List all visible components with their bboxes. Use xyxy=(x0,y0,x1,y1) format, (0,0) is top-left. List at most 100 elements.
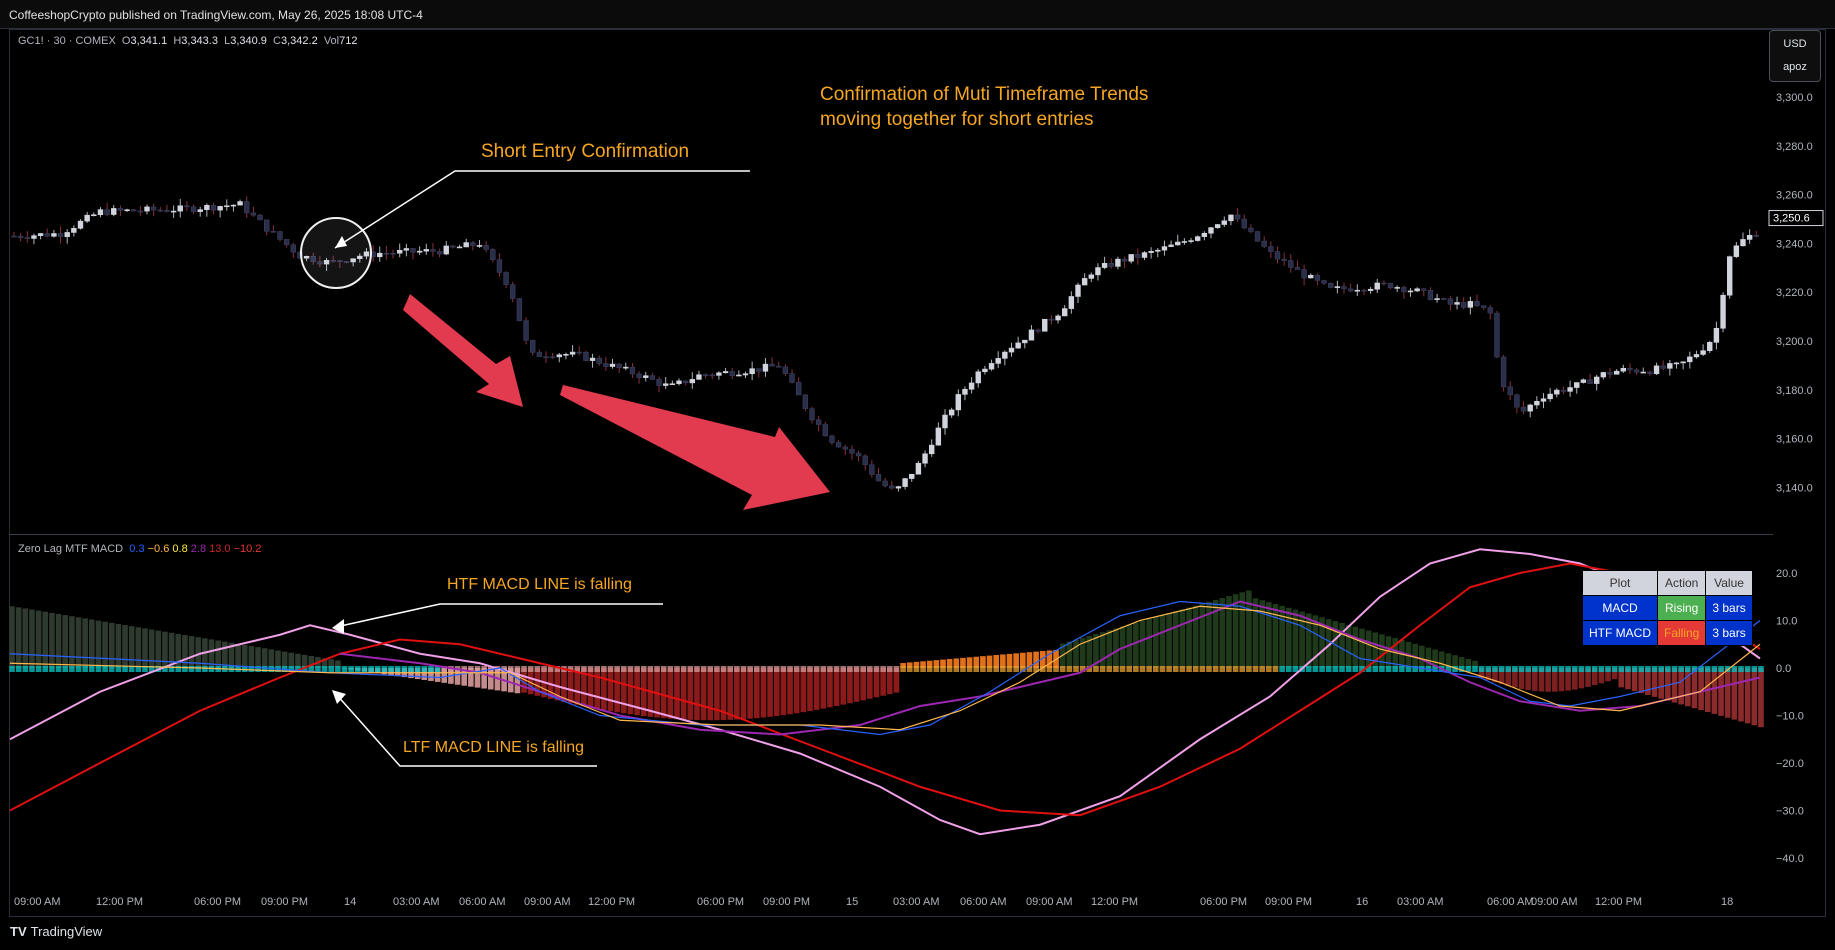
pointer-arrowhead xyxy=(335,236,347,248)
indicator-legend[interactable]: Zero Lag MTF MACD 0.3 −0.6 0.8 2.8 13.0 … xyxy=(18,543,261,555)
zero-strip-bar xyxy=(787,666,793,672)
indicator-name[interactable]: Zero Lag MTF MACD xyxy=(18,543,124,555)
zero-strip-bar xyxy=(1485,666,1492,672)
candle xyxy=(1427,289,1434,300)
pane-separator[interactable] xyxy=(9,534,1773,535)
histogram-bar xyxy=(727,668,733,720)
histogram-bar xyxy=(827,668,833,708)
zero-strip-bar xyxy=(1026,666,1033,672)
histogram-bar xyxy=(1724,668,1731,718)
histogram-bar xyxy=(1465,658,1472,668)
candle xyxy=(1121,258,1128,262)
zero-strip-bar xyxy=(527,666,534,672)
zero-strip-bar xyxy=(1146,666,1152,672)
candle xyxy=(1314,274,1321,281)
ltf-signal-line xyxy=(9,605,1761,731)
histogram-bar xyxy=(208,639,215,668)
histogram-bar xyxy=(1172,611,1179,668)
zero-strip-bar xyxy=(368,666,374,672)
histogram-bar xyxy=(1758,668,1764,728)
candle xyxy=(423,249,429,252)
candle xyxy=(696,374,702,380)
candle xyxy=(523,320,529,341)
zero-strip-bar xyxy=(1266,666,1272,672)
histogram-bar xyxy=(461,668,467,686)
zero-strip-bar xyxy=(122,666,128,672)
price-tick: 3,220.0 xyxy=(1776,287,1813,299)
status-row-htf-macd: HTF MACD Falling 3 bars xyxy=(1582,620,1753,646)
histogram-bar xyxy=(281,651,288,668)
zero-strip-bar xyxy=(1099,666,1106,672)
histogram-bar xyxy=(22,608,29,668)
zero-strip-bar xyxy=(734,666,740,672)
histogram-bar xyxy=(1685,668,1691,707)
histogram-bar xyxy=(321,658,328,668)
zero-strip-bar xyxy=(108,666,115,672)
histogram-bar xyxy=(428,668,434,681)
candle xyxy=(1374,282,1380,290)
currency-button[interactable]: USD apoz xyxy=(1769,30,1821,82)
histogram-bar xyxy=(1339,622,1345,668)
zero-strip-bar xyxy=(1113,666,1119,672)
histogram-bar xyxy=(1299,611,1305,668)
symbol-name[interactable]: GC1! · 30 · COMEX xyxy=(18,35,116,47)
histogram-bar xyxy=(787,668,793,715)
candle xyxy=(1062,308,1068,317)
zero-strip-bar xyxy=(820,666,827,672)
zero-strip-bar xyxy=(9,666,15,672)
zero-strip-bar xyxy=(1086,666,1093,672)
candle xyxy=(1261,240,1267,247)
histogram-bar xyxy=(128,626,135,668)
zero-strip-bar xyxy=(1492,666,1498,672)
last-price-box xyxy=(1768,210,1824,227)
symbol-legend[interactable]: GC1! · 30 · COMEX O3,341.1 H3,343.3 L3,3… xyxy=(18,35,357,47)
indicator-value: 0.8 xyxy=(172,543,191,555)
histogram-bar xyxy=(1073,639,1079,668)
histogram-bar xyxy=(853,668,860,702)
zero-strip-bar xyxy=(168,666,175,672)
zero-strip-bar xyxy=(827,666,833,672)
candle xyxy=(1347,288,1354,292)
zero-strip-bar xyxy=(1665,666,1671,672)
histogram-bar xyxy=(1013,653,1019,668)
candle xyxy=(855,452,862,457)
zero-strip-bar xyxy=(1472,666,1478,672)
histogram-bar xyxy=(89,619,95,668)
zero-strip-bar xyxy=(295,666,301,672)
indicator-value: 13.0 xyxy=(209,543,234,555)
candle xyxy=(1727,256,1733,296)
histogram-bar xyxy=(1266,602,1272,668)
zero-strip-bar xyxy=(720,666,727,672)
candle xyxy=(1653,365,1660,375)
entry-circle-marker xyxy=(300,217,372,289)
time-axis-label: 18 xyxy=(1721,896,1733,908)
indicator-value: −0.6 xyxy=(147,543,173,555)
histogram-bar xyxy=(873,668,880,698)
histogram-bar xyxy=(394,668,401,677)
zero-strip-bar xyxy=(1139,666,1146,672)
histogram-bar xyxy=(773,668,780,717)
tradingview-logo[interactable]: TV TradingView xyxy=(10,924,102,939)
zero-strip-bar xyxy=(1339,666,1345,672)
zero-strip-bar xyxy=(1379,666,1385,672)
histogram-bar xyxy=(627,668,634,715)
zero-strip-bar xyxy=(414,666,421,672)
candle xyxy=(1554,389,1560,395)
candle xyxy=(443,245,449,255)
price-tick: 3,240.0 xyxy=(1776,238,1813,250)
histogram-bar xyxy=(1671,668,1678,703)
zero-strip-bar xyxy=(481,666,487,672)
volume-label: Vol xyxy=(323,35,340,47)
histogram-bar xyxy=(1512,668,1518,688)
candle xyxy=(64,232,70,237)
histogram-bar xyxy=(421,668,428,681)
histogram-bar xyxy=(1279,605,1285,668)
candle xyxy=(623,366,629,369)
zero-strip-bar xyxy=(1718,666,1724,672)
histogram-bar xyxy=(1718,668,1724,716)
histogram-bar xyxy=(1312,615,1319,668)
zero-strip-bar xyxy=(707,666,714,672)
histogram-bar xyxy=(102,621,108,668)
zero-strip-bar xyxy=(102,666,108,672)
